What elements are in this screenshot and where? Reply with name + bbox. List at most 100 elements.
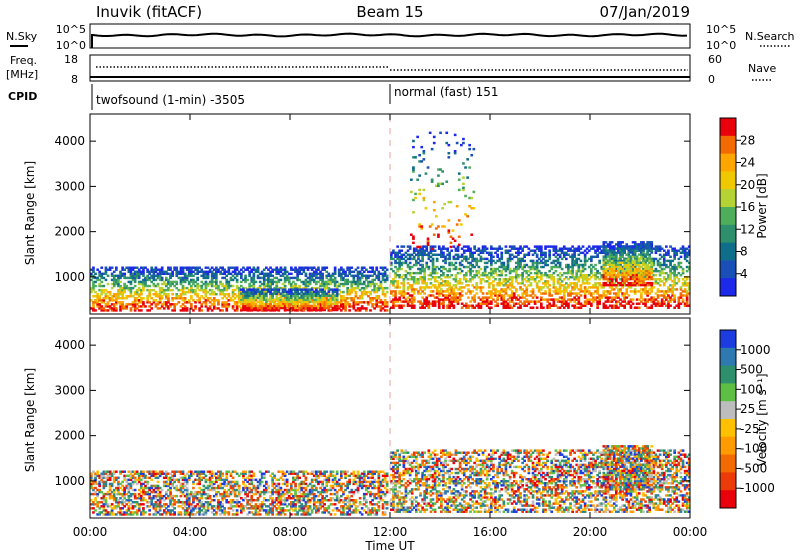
cpid-segment-2: normal (fast) 151 xyxy=(394,85,498,99)
data-cell xyxy=(636,270,639,272)
data-cell xyxy=(94,309,97,311)
data-cell xyxy=(434,284,437,286)
data-cell xyxy=(571,245,574,247)
data-cell xyxy=(257,267,260,269)
data-cell xyxy=(438,245,441,247)
data-cell xyxy=(403,280,406,282)
colorbar-swatch xyxy=(720,154,736,172)
data-cell xyxy=(412,146,415,148)
data-cell xyxy=(482,286,485,288)
data-cell xyxy=(437,174,440,176)
data-cell xyxy=(462,138,465,140)
data-cell xyxy=(346,283,349,285)
data-cell xyxy=(292,281,295,283)
data-cell xyxy=(480,268,483,270)
noise-left-tick-top: 10^5 xyxy=(56,23,86,36)
data-cell xyxy=(657,296,660,298)
data-cell xyxy=(548,252,551,254)
data-cell xyxy=(420,160,423,162)
data-cell xyxy=(548,250,551,252)
data-cell xyxy=(271,275,274,277)
data-cell xyxy=(503,262,506,264)
data-cell xyxy=(555,245,558,247)
data-cell xyxy=(521,248,524,250)
data-cell xyxy=(412,211,415,213)
data-cell xyxy=(450,262,453,264)
data-cell xyxy=(390,268,393,270)
data-cell xyxy=(492,256,495,258)
data-cell xyxy=(523,260,526,262)
data-cell xyxy=(540,245,543,247)
data-cell xyxy=(386,291,389,293)
data-cell xyxy=(115,307,118,309)
data-cell xyxy=(171,289,174,291)
data-cell xyxy=(486,248,489,250)
data-cell xyxy=(609,243,612,245)
data-cell xyxy=(675,252,678,254)
data-cell xyxy=(600,296,603,298)
data-cell xyxy=(473,245,476,247)
data-cell xyxy=(423,270,426,272)
data-cell xyxy=(253,283,256,285)
data-cell xyxy=(311,288,314,290)
data-cell xyxy=(175,267,178,269)
data-cell xyxy=(246,279,249,281)
data-cell xyxy=(232,305,235,307)
data-cell xyxy=(457,248,460,250)
data-cell xyxy=(505,274,508,276)
data-cell xyxy=(392,250,395,252)
data-cell xyxy=(580,260,583,262)
data-cell xyxy=(536,307,539,309)
data-cell xyxy=(363,271,366,273)
data-cell xyxy=(213,297,216,299)
data-cell xyxy=(519,245,522,247)
data-cell xyxy=(650,270,653,272)
data-cell xyxy=(142,271,145,273)
data-cell xyxy=(396,270,399,272)
data-cell xyxy=(465,292,468,294)
data-cell xyxy=(546,264,549,266)
data-cell xyxy=(678,272,681,274)
data-cell xyxy=(421,258,424,260)
data-cell xyxy=(466,158,469,160)
data-cell xyxy=(448,252,451,254)
nave-right-label: Nave xyxy=(748,62,776,75)
data-cell xyxy=(471,284,474,286)
data-cell xyxy=(603,286,606,288)
data-cell xyxy=(457,303,460,305)
data-cell xyxy=(419,292,422,294)
data-cell xyxy=(448,268,451,270)
data-cell xyxy=(400,268,403,270)
data-cell xyxy=(440,278,443,280)
data-cell xyxy=(553,276,556,278)
data-cell xyxy=(496,254,499,256)
data-cell xyxy=(480,256,483,258)
colorbar-swatch xyxy=(720,207,736,225)
data-cell xyxy=(398,296,401,298)
data-cell xyxy=(434,250,437,252)
data-cell xyxy=(186,277,189,279)
data-cell xyxy=(171,299,174,301)
data-cell xyxy=(196,293,199,295)
data-cell xyxy=(486,266,489,268)
data-cell xyxy=(617,276,620,278)
data-cell xyxy=(634,241,637,243)
data-cell xyxy=(217,299,220,301)
data-cell xyxy=(590,258,593,260)
data-cell xyxy=(457,258,460,260)
data-cell xyxy=(159,299,162,301)
data-cell xyxy=(240,285,243,287)
data-cell xyxy=(232,285,235,287)
colorbar-swatch xyxy=(720,136,736,154)
data-cell xyxy=(650,247,653,249)
data-cell xyxy=(565,258,568,260)
data-cell xyxy=(494,270,497,272)
data-cell xyxy=(378,295,381,297)
data-cell xyxy=(625,243,628,245)
data-cell xyxy=(190,305,193,307)
data-cell xyxy=(412,166,415,168)
data-cell xyxy=(632,303,635,305)
data-cell xyxy=(490,303,493,305)
data-cell xyxy=(462,142,465,144)
data-cell xyxy=(317,267,320,269)
